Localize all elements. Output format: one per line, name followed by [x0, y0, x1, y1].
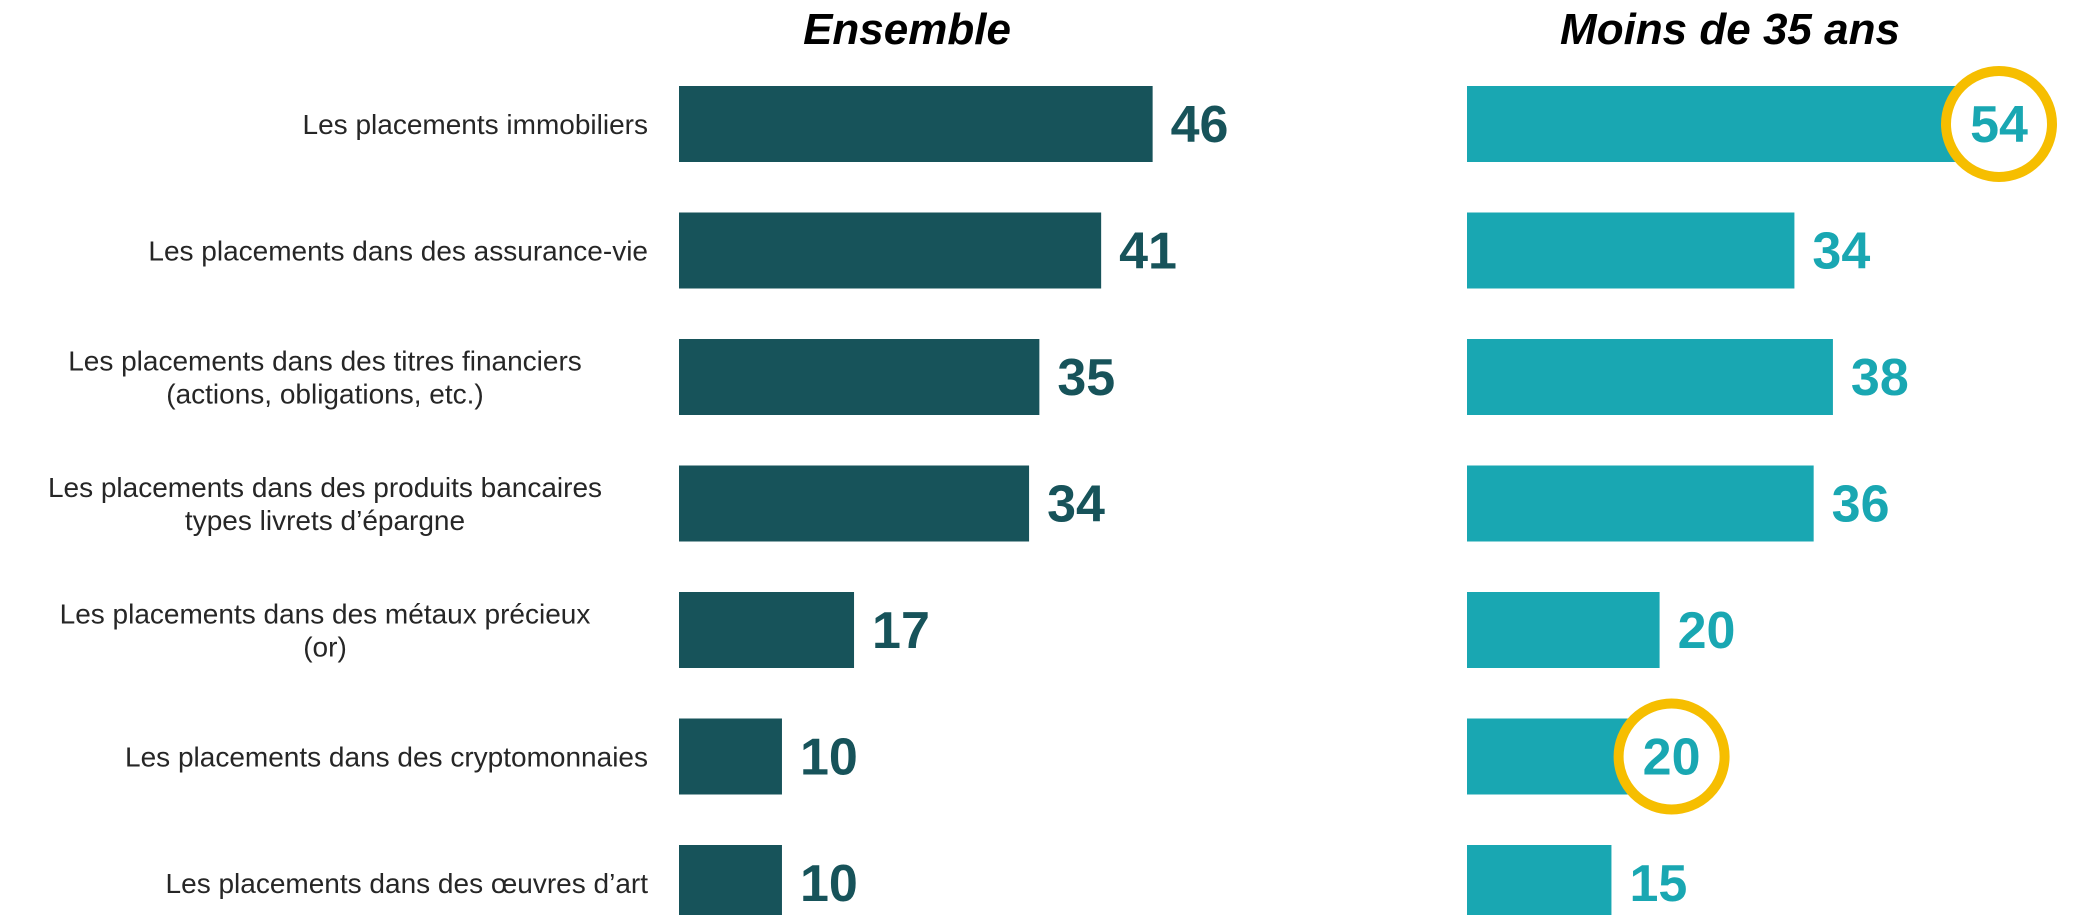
panel-ensemble: Ensemble 46 41 35 34 17 10 10	[679, 5, 1228, 915]
value-label: 35	[1057, 349, 1115, 407]
value-label: 20	[1678, 602, 1736, 660]
panel-moins-de-35-ans: Moins de 35 ans 54 34 38 36 20 20 15	[1467, 5, 2057, 915]
bar	[679, 339, 1040, 415]
value-label: 38	[1851, 349, 1909, 407]
value-label: 17	[872, 602, 930, 660]
category-label-line: (actions, obligations, etc.)	[166, 379, 484, 410]
category-label: Les placements dans des assurance-vie	[148, 236, 648, 267]
value-label: 10	[800, 855, 858, 913]
bar	[679, 212, 1102, 289]
bar	[679, 845, 782, 915]
category-label: Les placements dans des cryptomonnaies	[125, 742, 648, 773]
value-label: 10	[800, 729, 858, 787]
category-label-line: Les placements dans des produits bancair…	[48, 472, 602, 503]
bar	[679, 465, 1030, 542]
bar	[1467, 339, 1833, 415]
bar	[1467, 592, 1660, 668]
value-label: 34	[1812, 223, 1870, 281]
category-label-line: Les placements dans des cryptomonnaies	[125, 742, 648, 773]
value-label: 41	[1119, 223, 1177, 281]
category-label: Les placements dans des titres financier…	[68, 346, 582, 410]
bar	[679, 592, 855, 668]
value-label: 20	[1643, 729, 1701, 787]
highlight-ring	[1613, 698, 1730, 815]
value-label: 46	[1171, 96, 1229, 154]
category-label: Les placements dans des produits bancair…	[48, 472, 602, 536]
bar	[679, 86, 1153, 162]
category-label-line: Les placements dans des titres financier…	[68, 346, 582, 377]
bar	[679, 718, 782, 795]
category-label: Les placements immobiliers	[303, 109, 648, 140]
category-label-line: Les placements dans des métaux précieux	[60, 599, 591, 630]
category-label-line: Les placements immobiliers	[303, 109, 648, 140]
value-label: 34	[1047, 476, 1105, 534]
panel-title-moins-de-35-ans: Moins de 35 ans	[1560, 5, 1900, 54]
category-labels: Les placements immobiliers Les placements…	[48, 109, 648, 899]
bar	[1467, 845, 1612, 915]
value-label: 54	[1970, 96, 2028, 154]
category-label-line: Les placements dans des œuvres d’art	[166, 868, 649, 899]
bar	[1467, 465, 1814, 542]
category-label-line: (or)	[303, 632, 347, 663]
bar	[1467, 86, 1987, 162]
category-label: Les placements dans des métaux précieux(…	[60, 599, 591, 663]
category-label-line: types livrets d’épargne	[185, 505, 465, 536]
bar	[1467, 212, 1795, 289]
value-label: 15	[1629, 855, 1687, 913]
value-label: 36	[1832, 476, 1890, 534]
category-label: Les placements dans des œuvres d’art	[166, 868, 649, 899]
category-label-line: Les placements dans des assurance-vie	[148, 236, 648, 267]
highlight-ring	[1941, 66, 2057, 182]
panel-title-ensemble: Ensemble	[803, 5, 1011, 54]
